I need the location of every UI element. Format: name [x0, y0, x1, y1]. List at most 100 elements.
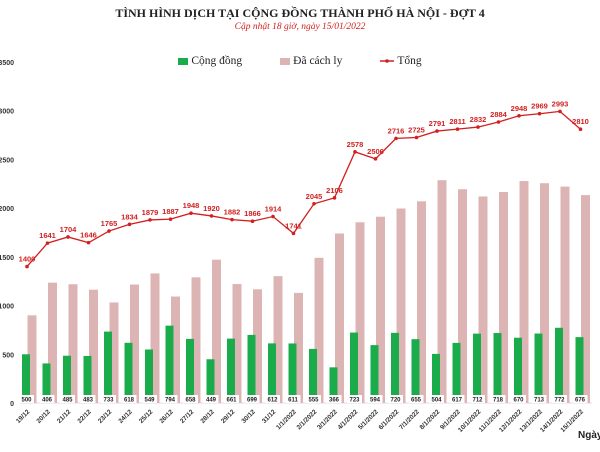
data-label-tong: 2045 [306, 192, 323, 201]
data-label-bg [408, 395, 424, 403]
x-tick-label: 24/12 [117, 408, 134, 425]
x-tick-label: 31/12 [261, 408, 278, 425]
data-label-cong-dong: 617 [452, 398, 463, 404]
point-tong [189, 211, 193, 216]
bar-cong-dong [42, 363, 51, 403]
data-label-cong-dong: 406 [42, 398, 53, 404]
data-label-tong: 2106 [326, 186, 343, 195]
data-label-cong-dong: 483 [83, 398, 94, 404]
bar-cong-dong [83, 355, 92, 403]
bar-da-cach-ly [109, 302, 119, 403]
bar-da-cach-ly [212, 259, 221, 403]
data-label-tong: 1920 [203, 204, 220, 213]
data-label-bg [552, 395, 567, 403]
data-label-cong-dong: 658 [185, 398, 196, 404]
point-tong [25, 264, 29, 269]
data-label-tong: 1834 [121, 212, 139, 221]
legend: Cộng đồng Đã cách ly Tổng [0, 55, 600, 67]
bar-cong-dong [186, 338, 194, 403]
data-label-cong-dong: 366 [329, 398, 340, 404]
data-label-cong-dong: 661 [226, 398, 237, 404]
point-tong [86, 240, 91, 245]
data-label-tong: 2993 [552, 99, 569, 108]
x-tick-label: 22/12 [76, 408, 93, 425]
bar-cong-dong [165, 325, 174, 403]
data-label-bg [121, 395, 137, 403]
point-tong [455, 127, 460, 131]
bar-da-cach-ly [458, 189, 467, 403]
point-tong [148, 218, 152, 222]
bar-cong-dong [370, 345, 379, 403]
bar-cong-dong [452, 342, 461, 403]
data-label-bg [388, 395, 403, 403]
y-tick-label: 1500 [0, 255, 14, 262]
data-label-cong-dong: 794 [165, 398, 176, 404]
bar-da-cach-ly [253, 289, 262, 403]
data-label-cong-dong: 713 [534, 398, 545, 404]
legend-label: Đã cách ly [293, 55, 343, 67]
data-label-bg [162, 395, 178, 403]
data-label-cong-dong: 485 [62, 398, 73, 404]
bar-da-cach-ly [478, 196, 488, 403]
x-tick-label: 23/12 [97, 408, 114, 425]
data-label-bg [285, 395, 301, 403]
legend-swatch [280, 57, 291, 65]
data-label-cong-dong: 618 [124, 398, 135, 404]
line-tong [26, 110, 581, 268]
bar-da-cach-ly [560, 186, 570, 403]
data-label-cong-dong: 733 [103, 398, 114, 404]
data-label-bg [80, 395, 96, 403]
data-label-tong: 2716 [388, 126, 405, 135]
data-label-cong-dong: 723 [349, 398, 360, 404]
point-tong [127, 222, 132, 227]
bar-cong-dong [206, 359, 215, 403]
point-tong [537, 111, 542, 116]
data-label-bg [265, 395, 280, 403]
bar-da-cach-ly [89, 289, 98, 403]
data-label-cong-dong: 676 [575, 398, 586, 404]
data-label-bg [224, 395, 239, 403]
bar-da-cach-ly [150, 273, 160, 403]
point-tong [66, 235, 70, 239]
data-label-bg [306, 395, 321, 403]
legend-label: Tổng [397, 55, 422, 67]
x-tick-label: 29/12 [220, 408, 237, 425]
data-label-cong-dong: 772 [554, 398, 565, 404]
point-tong [168, 217, 173, 221]
data-label-cong-dong: 699 [247, 398, 258, 404]
data-label-bg [244, 395, 260, 403]
x-tick-label: 1/1/2022 [275, 408, 298, 431]
data-label-bg [60, 395, 75, 403]
x-tick-label: 28/12 [199, 408, 216, 425]
bar-da-cach-ly [376, 216, 385, 403]
data-label-tong: 2832 [470, 115, 487, 124]
point-tong [353, 150, 357, 154]
bar-cong-dong [493, 333, 502, 403]
x-tick-label: 2/1/2022 [296, 408, 319, 431]
bar-cong-dong [63, 355, 71, 403]
point-tong [230, 217, 234, 222]
legend-line-marker [380, 59, 395, 63]
x-tick-label: 5/1/2022 [357, 408, 380, 431]
bar-cong-dong [555, 327, 563, 403]
point-tong [517, 113, 521, 118]
bar-cong-dong [288, 343, 297, 403]
bar-cong-dong [247, 334, 256, 403]
data-label-tong: 1948 [183, 201, 200, 210]
bar-cong-dong [534, 333, 543, 403]
bar-da-cach-ly [417, 201, 426, 403]
data-label-bg [572, 395, 588, 403]
legend-item-tong: Tổng [380, 55, 422, 67]
data-label-bg [429, 395, 444, 403]
data-label-bg [39, 395, 55, 403]
bar-cong-dong [145, 349, 153, 403]
point-tong [107, 229, 111, 233]
data-label-tong: 2578 [347, 140, 364, 149]
bar-cong-dong [514, 337, 522, 403]
bar-da-cach-ly [191, 277, 201, 403]
bar-da-cach-ly [519, 181, 529, 403]
x-tick-label: 26/12 [158, 408, 175, 425]
bar-da-cach-ly [581, 195, 590, 403]
